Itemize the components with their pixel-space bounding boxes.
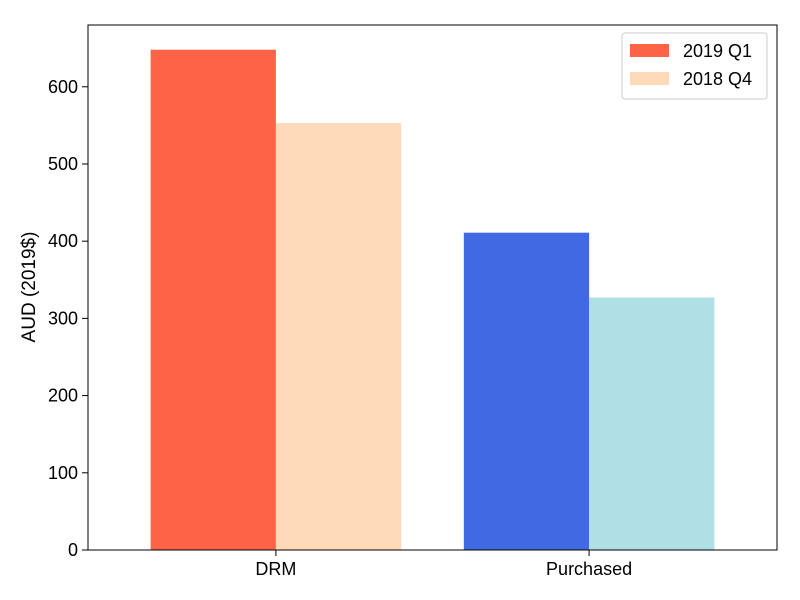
plot-frame: [87, 24, 778, 551]
bar-purchased-2018-q4: [589, 297, 715, 550]
y-axis-label: AUD (2019$): [19, 232, 40, 343]
x-axis: DRM Purchased: [255, 550, 632, 579]
y-axis: 0 100 200 300 400 500 600: [48, 77, 88, 560]
bar-purchased-2019-q1: [463, 232, 590, 550]
bar-drm-2018-q4: [275, 123, 402, 551]
y-tick-label: 300: [48, 308, 78, 328]
bars-group: [150, 49, 715, 551]
legend-swatch: [630, 72, 669, 85]
legend-label: 2018 Q4: [683, 69, 752, 89]
x-tick-label: Purchased: [546, 559, 632, 579]
y-tick-label: 500: [48, 154, 78, 174]
bar-drm-2019-q1: [150, 49, 276, 551]
legend: 2019 Q1 2018 Q4: [621, 32, 768, 100]
y-tick-label: 400: [48, 231, 78, 251]
x-tick-label: DRM: [255, 559, 296, 579]
y-tick-label: 200: [48, 386, 78, 406]
y-tick-label: 600: [48, 77, 78, 97]
legend-swatch: [630, 44, 669, 57]
y-tick-label: 100: [48, 463, 78, 483]
legend-label: 2019 Q1: [683, 41, 752, 61]
y-tick-label: 0: [68, 540, 78, 560]
